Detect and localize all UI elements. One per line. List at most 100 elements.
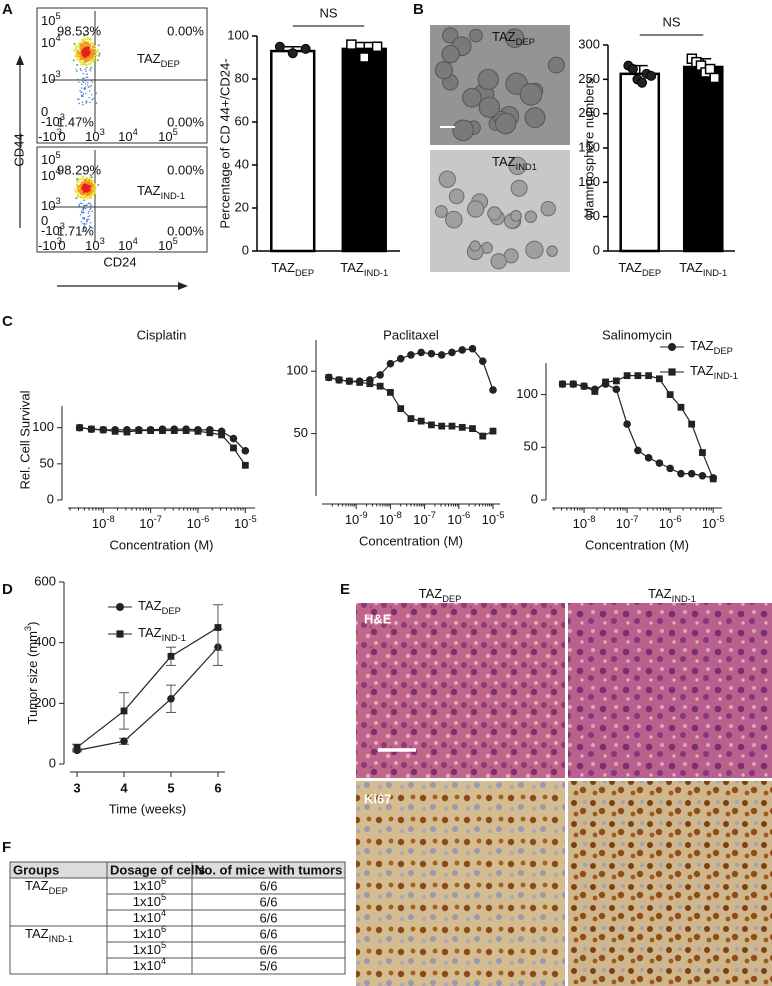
x-tick-label-main: TAZ bbox=[340, 260, 364, 275]
event-dot bbox=[86, 204, 88, 206]
legend-label: TAZIND-1 bbox=[690, 363, 738, 381]
legend-label-sub: IND-1 bbox=[714, 371, 738, 381]
x-tick-label: 10-5 bbox=[234, 514, 257, 531]
y-tick-label: 150 bbox=[578, 139, 600, 154]
event-dot bbox=[88, 96, 90, 99]
event-dot bbox=[77, 78, 79, 81]
table-cell-main: 1x10 bbox=[133, 894, 161, 909]
x-tick-label-main: 10 bbox=[345, 512, 359, 527]
event-dot bbox=[86, 177, 89, 180]
marker bbox=[356, 379, 364, 386]
event-dot bbox=[88, 176, 91, 179]
flow-tick-label: 0 bbox=[58, 238, 65, 253]
event-dot bbox=[89, 45, 92, 48]
marker bbox=[677, 469, 685, 478]
marker bbox=[602, 378, 609, 386]
flow-tick-label-sup: 3 bbox=[57, 236, 62, 246]
chart-title: Salinomycin bbox=[602, 327, 672, 342]
event-dot bbox=[76, 190, 79, 193]
legend-label-sub: DEP bbox=[714, 346, 733, 356]
x-tick-label: TAZDEP bbox=[618, 260, 661, 278]
flow-tick-label: 0 bbox=[41, 213, 48, 228]
event-dot bbox=[89, 68, 91, 71]
event-dot bbox=[82, 95, 84, 97]
event-dot bbox=[93, 54, 96, 57]
flow-tick-label-main: 0 bbox=[58, 129, 65, 144]
event-dot bbox=[84, 208, 87, 210]
event-dot bbox=[89, 187, 92, 190]
event-dot bbox=[87, 58, 90, 61]
x-tick-label: 10-6 bbox=[659, 514, 682, 531]
marker bbox=[182, 427, 190, 434]
y-tick-label: 20 bbox=[235, 199, 249, 214]
event-dot bbox=[91, 181, 94, 184]
flow-tick-label: 104 bbox=[41, 33, 61, 50]
x-tick-label: 5 bbox=[167, 780, 174, 795]
table-group-main: TAZ bbox=[25, 878, 49, 893]
y-tick-label: 50 bbox=[40, 455, 54, 470]
event-dot bbox=[94, 186, 97, 189]
table-cell-main: 1x10 bbox=[133, 958, 161, 973]
event-dot bbox=[91, 210, 93, 212]
event-dot bbox=[81, 83, 83, 85]
marker bbox=[386, 359, 395, 368]
marker bbox=[135, 427, 143, 434]
event-dot bbox=[88, 218, 90, 221]
event-dot bbox=[92, 192, 95, 195]
event-dot bbox=[83, 196, 86, 199]
column-label: TAZDEP bbox=[419, 586, 462, 604]
series-line bbox=[328, 376, 494, 437]
event-dot bbox=[85, 41, 88, 44]
event-dot bbox=[84, 38, 87, 41]
marker bbox=[230, 444, 237, 452]
event-dot bbox=[90, 42, 93, 45]
flow-tick-label-sup: 3 bbox=[55, 69, 60, 79]
event-dot bbox=[91, 59, 94, 62]
y-tick-label: 600 bbox=[34, 573, 56, 588]
event-dot bbox=[81, 101, 84, 103]
flow-tick-label: -103 bbox=[41, 112, 65, 129]
y-tick-label: 50 bbox=[524, 439, 538, 454]
event-dot bbox=[97, 183, 100, 186]
marker bbox=[73, 743, 81, 751]
event-dot bbox=[86, 59, 89, 62]
event-dot bbox=[90, 197, 93, 200]
arrow-head bbox=[178, 282, 188, 290]
y-tick-label: 0 bbox=[242, 242, 249, 257]
group-label-main: TAZ bbox=[137, 183, 161, 198]
x-tick-label-main: 10 bbox=[702, 516, 716, 531]
event-dot bbox=[94, 204, 96, 207]
x-tick-label-sup: -8 bbox=[587, 514, 595, 524]
event-dot bbox=[81, 58, 84, 61]
y-tick-label: 250 bbox=[578, 71, 600, 86]
y-axis-label: Rel. Cell Survival bbox=[17, 390, 32, 489]
legend-marker bbox=[668, 343, 676, 351]
event-dot bbox=[82, 184, 85, 187]
y-axis-label: Mammosphere numbers bbox=[581, 77, 596, 218]
y-axis-label: Percentage of CD 44+/CD24- bbox=[217, 58, 232, 228]
flow-plot-frame bbox=[36, 146, 208, 253]
x-tick-label: 10-6 bbox=[447, 510, 470, 527]
event-dot bbox=[85, 46, 88, 49]
event-dot bbox=[82, 217, 84, 219]
x-tick-label-sup: -7 bbox=[428, 510, 436, 520]
event-dot bbox=[87, 212, 89, 214]
data-point bbox=[359, 52, 370, 63]
event-dot bbox=[98, 54, 101, 57]
table-cell: 1x106 bbox=[133, 924, 166, 941]
event-dot bbox=[92, 227, 94, 229]
x-tick-label-sub: DEP bbox=[295, 268, 314, 278]
event-dot bbox=[85, 92, 87, 95]
flow-tick-label: 103 bbox=[41, 69, 61, 86]
flow-tick-label-main: 0 bbox=[58, 238, 65, 253]
event-dot bbox=[91, 184, 94, 187]
marker bbox=[448, 348, 456, 357]
event-dot bbox=[72, 59, 75, 62]
event-dot bbox=[83, 217, 86, 219]
event-dot bbox=[78, 81, 80, 83]
event-dot bbox=[77, 180, 80, 183]
event-dot bbox=[87, 63, 90, 66]
x-tick-label: 10-8 bbox=[92, 514, 115, 531]
event-dot bbox=[87, 76, 89, 78]
flow-tick-label: 104 bbox=[118, 127, 138, 144]
